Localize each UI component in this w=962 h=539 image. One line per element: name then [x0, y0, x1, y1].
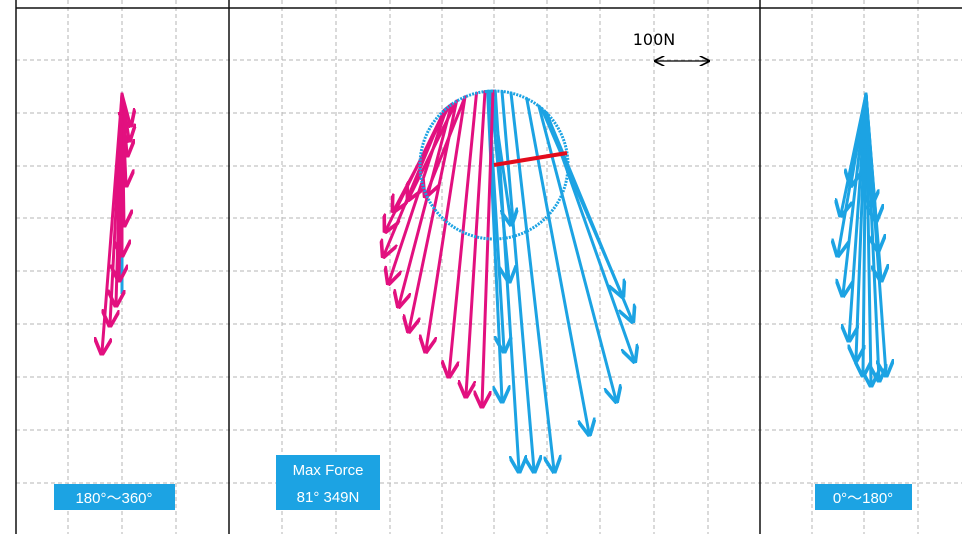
max-force-title: Max Force [293, 462, 364, 479]
vector-180-360 [482, 89, 495, 405]
left-panel-vectors [102, 92, 130, 352]
vector-0-180 [493, 89, 519, 470]
vector-180-360 [466, 90, 487, 395]
vector-180-360 [449, 91, 478, 375]
reference-circle [418, 89, 570, 241]
vector-0-180 [509, 91, 554, 470]
vector-180-360 [409, 99, 458, 198]
left-range-badge: 180°～360° [54, 484, 175, 510]
right-range-label: 0°～180° [833, 490, 893, 507]
vector-180-360 [426, 95, 467, 350]
max-force-line [493, 151, 568, 167]
vector-180-360 [102, 92, 124, 352]
vector-180-360 [426, 95, 467, 195]
vector-180-360 [399, 102, 453, 305]
grid-lines [16, 0, 962, 534]
vector-0-180 [490, 89, 511, 223]
scale-bar-label: 100N [633, 30, 676, 49]
vector-180-360 [394, 104, 451, 210]
vector-0-180 [843, 92, 868, 294]
vector-0-180 [500, 89, 534, 470]
max-force-value: 81° 349N [297, 489, 360, 506]
vector-0-180 [851, 92, 868, 184]
max-force-badge: Max Force 81° 349N [276, 455, 380, 510]
right-range-badge: 0°～180° [815, 484, 912, 510]
vector-0-180 [525, 97, 589, 433]
vector-0-180 [540, 106, 622, 295]
right-panel-vectors [838, 92, 886, 384]
center-panel-vectors [384, 89, 634, 470]
left-range-label: 180°～360° [75, 490, 152, 507]
scale-bar: 100N [633, 30, 709, 61]
